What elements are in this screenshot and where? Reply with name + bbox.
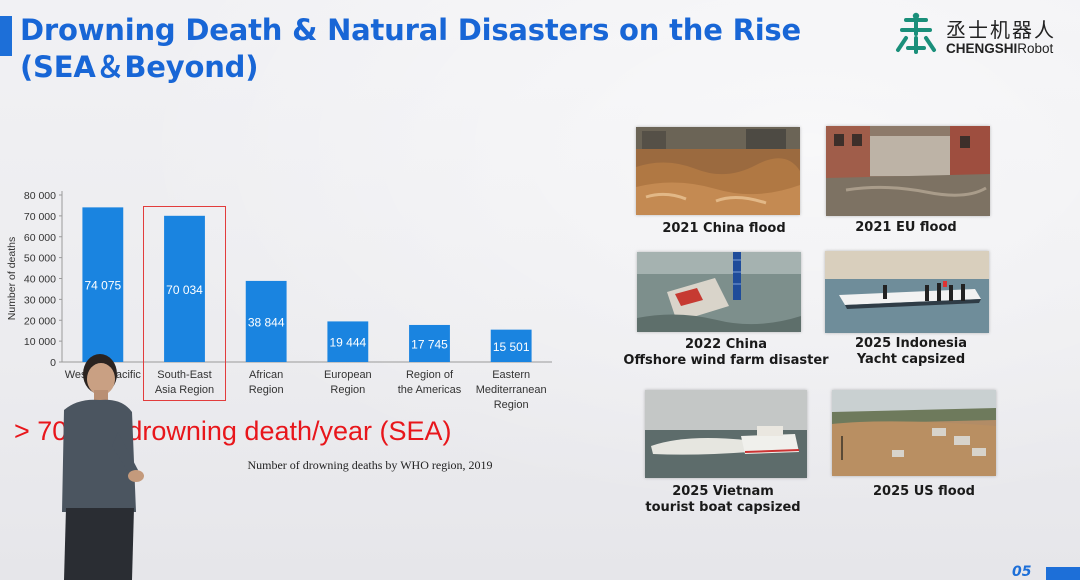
- photo-caption-3-line-1: 2025 Indonesia: [854, 336, 968, 351]
- bar-value-label-4: 17 745: [411, 337, 448, 351]
- highlight-box-sea: [143, 206, 226, 401]
- photo-caption-2-line-2: Offshore wind farm disaster: [623, 353, 829, 368]
- slide-title-line-2: (SEA＆Beyond): [20, 50, 259, 84]
- slide-title-line-1: Drowning Death & Natural Disasters on th…: [20, 13, 801, 47]
- photo-card-3: [825, 251, 989, 333]
- y-axis-label: Number of deaths: [6, 237, 18, 320]
- photo-card-1: [826, 126, 990, 216]
- bar-4: [409, 324, 450, 362]
- y-tick-label: 10 000: [24, 336, 56, 348]
- company-logo: 丞士机器人 CHENGSHIRobot: [892, 12, 1072, 60]
- category-label-5-1: Mediterranean: [476, 384, 547, 396]
- chart-bars: [82, 207, 532, 362]
- photo-caption-1-line-1: 2021 EU flood: [855, 220, 957, 235]
- bar-value-label-2: 38 844: [248, 315, 285, 329]
- category-label-1-0: South-East: [157, 369, 211, 381]
- photo-caption-0-line-1: 2021 China flood: [662, 221, 786, 236]
- photo-caption-0: 2021 China flood: [604, 221, 844, 237]
- photo-caption-5: 2025 US flood: [804, 484, 1044, 500]
- photo-caption-2: 2022 China Offshore wind farm disaster: [606, 337, 846, 369]
- bar-value-label-0: 74 075: [84, 279, 121, 293]
- photo-card-0: [636, 127, 800, 215]
- category-label-5-2: Region: [494, 399, 529, 411]
- y-tick-label: 0: [50, 357, 56, 369]
- photo-caption-3: 2025 Indonesia Yacht capsized: [791, 336, 1031, 368]
- photo-card-2: [637, 252, 801, 332]
- drowning-deaths-bar-chart: 0 10 000 20 000 30 000 40 000 50 000 60 000 70 …: [6, 190, 552, 411]
- photo-card-5: [832, 390, 996, 476]
- slide-title: Drowning Death & Natural Disasters on th…: [20, 12, 860, 86]
- photo-caption-1: 2021 EU flood: [786, 220, 1026, 236]
- category-label-4-0: Region of: [406, 369, 454, 381]
- logo-english-bold: CHENGSHI: [946, 41, 1018, 56]
- photo-card-4: [645, 390, 807, 478]
- photo-caption-4: 2025 Vietnam tourist boat capsized: [603, 484, 843, 516]
- y-tick-label: 50 000: [24, 253, 56, 265]
- y-tick-label: 30 000: [24, 294, 56, 306]
- category-label-2-1: Region: [249, 384, 284, 396]
- muddy-flood-photo: [636, 127, 800, 215]
- category-label-5-0: Eastern: [492, 369, 530, 381]
- photo-caption-4-line-2: tourist boat capsized: [645, 500, 801, 515]
- photo-caption-2-line-1: 2022 China: [685, 337, 767, 352]
- capsized-yacht-photo: [825, 251, 989, 333]
- bar-0: [82, 207, 124, 362]
- wind-farm-crane-photo: [637, 252, 801, 332]
- bar-value-label-5: 15 501: [493, 340, 530, 354]
- logo-chinese-name: 丞士机器人: [946, 18, 1056, 42]
- category-label-2-0: African: [249, 369, 283, 381]
- robot-logo-icon: [896, 12, 936, 54]
- flooded-town-photo: [832, 390, 996, 476]
- capsized-boat-photo: [645, 390, 807, 478]
- bar-value-label-1: 70 034: [166, 283, 203, 297]
- logo-english-rest: Robot: [1017, 41, 1054, 56]
- category-label-4-1: the Americas: [398, 384, 462, 396]
- page-number: 05: [1012, 564, 1032, 580]
- y-tick-label: 70 000: [24, 211, 56, 223]
- logo-english-name: CHENGSHIRobot: [946, 41, 1053, 56]
- y-tick-label: 80 000: [24, 190, 56, 202]
- photo-caption-4-line-1: 2025 Vietnam: [672, 484, 774, 499]
- bar-5: [490, 329, 532, 362]
- photo-caption-5-line-1: 2025 US flood: [873, 484, 975, 499]
- bar-value-label-3: 19 444: [329, 336, 366, 350]
- bar-1: [164, 215, 205, 362]
- bar-3: [327, 321, 369, 362]
- photo-caption-3-line-2: Yacht capsized: [856, 352, 966, 367]
- page-number-bar: [1046, 567, 1080, 580]
- chart-caption: Number of drowning deaths by WHO region,…: [247, 458, 493, 472]
- title-accent-bar: [0, 16, 12, 56]
- y-tick-label: 20 000: [24, 315, 56, 327]
- category-label-3-1: Region: [330, 384, 365, 396]
- bar-2: [245, 280, 287, 362]
- y-tick-label: 60 000: [24, 232, 56, 244]
- category-label-3-0: European: [324, 369, 372, 381]
- category-label-1-1: Asia Region: [155, 384, 214, 396]
- presenter-silhouette: [62, 354, 144, 580]
- chart-axes: 0 10 000 20 000 30 000 40 000 50 000 60 000 70 …: [6, 190, 552, 369]
- y-tick-label: 40 000: [24, 274, 56, 286]
- flooded-street-photo: [826, 126, 990, 216]
